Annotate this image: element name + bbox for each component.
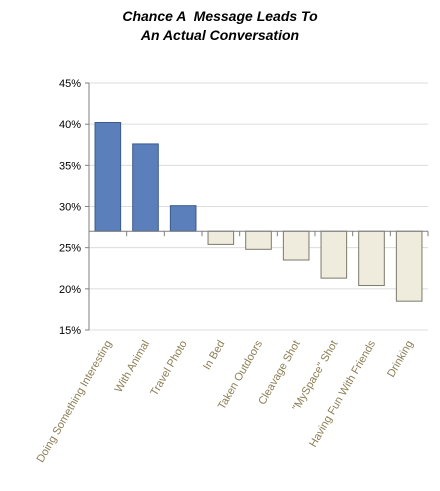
y-tick-label: 30%	[59, 202, 81, 214]
chart-title: Chance A Message Leads To An Actual Conve…	[0, 7, 440, 45]
bar	[132, 143, 159, 232]
y-tick-label: 35%	[59, 160, 81, 172]
bar	[94, 122, 122, 232]
bar	[207, 230, 235, 245]
chart-title-line-1: Chance A Message Leads To	[122, 8, 318, 24]
x-tick-label: In Bed	[201, 339, 227, 373]
y-tick-label: 25%	[59, 243, 81, 255]
x-tick-label: Drinking	[385, 339, 416, 380]
bar	[320, 230, 348, 279]
chart-title-line-2: An Actual Conversation	[140, 27, 300, 43]
bar	[358, 230, 385, 287]
bar	[245, 230, 272, 250]
x-tick-label: With Animal	[113, 339, 152, 395]
x-tick-label: Travel Photo	[148, 339, 189, 399]
bar	[169, 205, 197, 232]
x-tick-label: Having Fun With Friends	[307, 338, 378, 449]
y-tick-label: 20%	[59, 284, 81, 296]
y-tick-label: 45%	[59, 78, 81, 90]
y-tick-label: 40%	[59, 119, 81, 131]
x-tick-label: Doing Something Interesting	[35, 339, 115, 465]
bar	[282, 230, 310, 261]
y-tick-label: 15%	[59, 325, 81, 337]
bar	[395, 230, 423, 302]
